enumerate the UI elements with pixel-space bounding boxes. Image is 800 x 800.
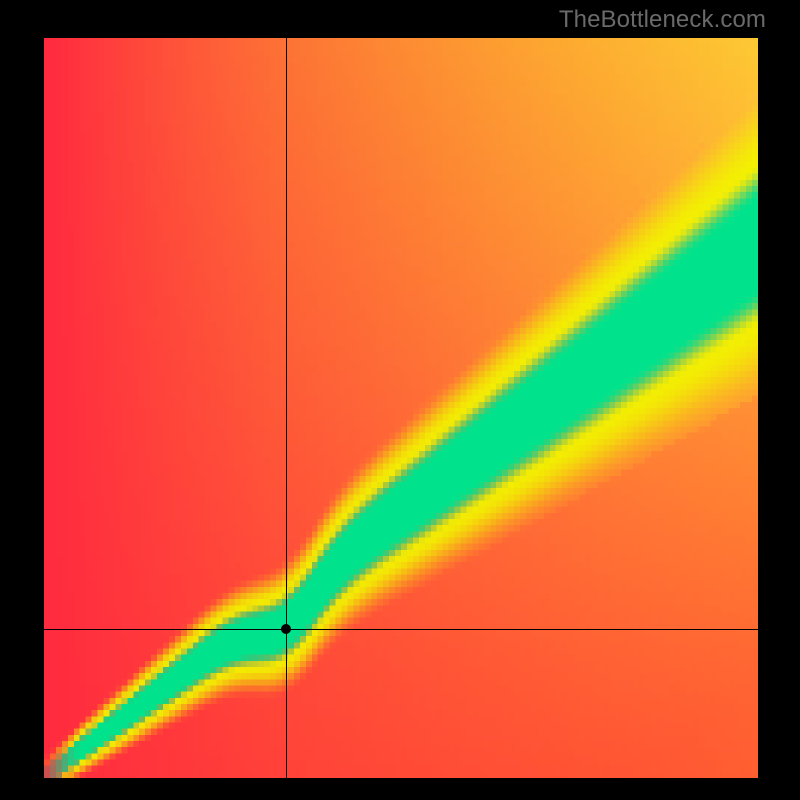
bottleneck-heatmap (44, 38, 758, 778)
crosshair-vertical (286, 38, 287, 778)
watermark-text: TheBottleneck.com (559, 6, 766, 34)
root-container: TheBottleneck.com (0, 0, 800, 800)
crosshair-horizontal (44, 629, 758, 630)
